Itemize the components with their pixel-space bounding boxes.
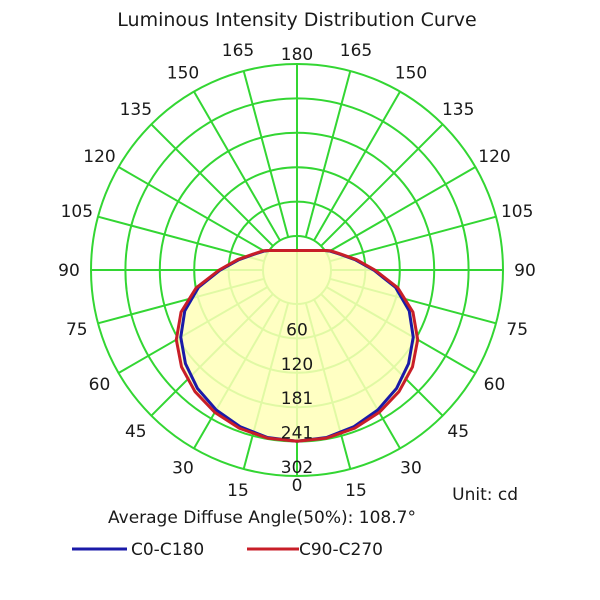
series-line-c90-c270 — [174, 249, 420, 443]
grid-spoke — [118, 166, 269, 254]
angle-label-right-60: 60 — [484, 375, 506, 395]
grid-spoke — [97, 215, 265, 263]
legend-item-c90-c270: C90-C270 — [247, 540, 383, 560]
angle-label-right-105: 105 — [501, 202, 533, 222]
angle-label-right-165: 165 — [340, 41, 372, 61]
grid-spoke — [193, 91, 281, 242]
grid-spoke — [304, 70, 352, 238]
angle-label-right-45: 45 — [447, 422, 469, 442]
curve-fill-area — [176, 250, 418, 442]
angle-label-left-45: 45 — [125, 422, 147, 442]
angle-label-left-30: 30 — [172, 459, 194, 479]
curve-fill — [176, 250, 418, 442]
angle-label-0: 0 — [292, 476, 303, 496]
angle-label-left-90: 90 — [58, 261, 80, 281]
angle-label-right-15: 15 — [345, 481, 367, 501]
grid-spoke — [242, 70, 290, 238]
grid-spoke — [329, 215, 497, 263]
radial-label-120: 120 — [281, 355, 313, 375]
grid-spoke — [150, 123, 274, 247]
angle-label-right-120: 120 — [478, 147, 510, 167]
angle-label-left-150: 150 — [167, 64, 199, 84]
angle-label-left-135: 135 — [120, 100, 152, 120]
grid-spoke — [325, 166, 476, 254]
legend-label-c0-c180: C0-C180 — [131, 540, 204, 560]
angle-label-180: 180 — [281, 45, 313, 65]
radial-labels: 60 120 181 241 302 — [281, 320, 313, 478]
angle-label-left-15: 15 — [227, 481, 249, 501]
angle-label-right-30: 30 — [400, 459, 422, 479]
angle-label-left-120: 120 — [83, 147, 115, 167]
angle-label-left-60: 60 — [89, 375, 111, 395]
angle-labels: 0 15 30 45 60 75 90 105 120 135 150 165 180 15 30 45 60 7… — [58, 41, 536, 501]
average-angle-label: Average Diffuse Angle(50%): 108.7° — [108, 508, 416, 528]
radial-label-60: 60 — [286, 320, 308, 340]
radial-label-241: 241 — [281, 424, 313, 444]
series-layer — [174, 249, 420, 443]
angle-label-right-90: 90 — [514, 261, 536, 281]
angle-label-left-165: 165 — [222, 41, 254, 61]
legend: C0-C180 C90-C270 — [72, 540, 383, 560]
angle-label-right-75: 75 — [506, 320, 528, 340]
legend-label-c90-c270: C90-C270 — [299, 540, 383, 560]
angle-label-left-75: 75 — [66, 320, 88, 340]
angle-label-right-150: 150 — [395, 64, 427, 84]
unit-label: Unit: cd — [452, 485, 518, 505]
angle-label-left-105: 105 — [61, 202, 93, 222]
chart-title: Luminous Intensity Distribution Curve — [117, 9, 476, 31]
grid-spoke — [320, 123, 444, 247]
radial-label-302: 302 — [281, 458, 313, 478]
radial-label-181: 181 — [281, 389, 313, 409]
angle-label-right-135: 135 — [442, 100, 474, 120]
legend-item-c0-c180: C0-C180 — [72, 540, 204, 560]
grid-spoke — [313, 91, 401, 242]
